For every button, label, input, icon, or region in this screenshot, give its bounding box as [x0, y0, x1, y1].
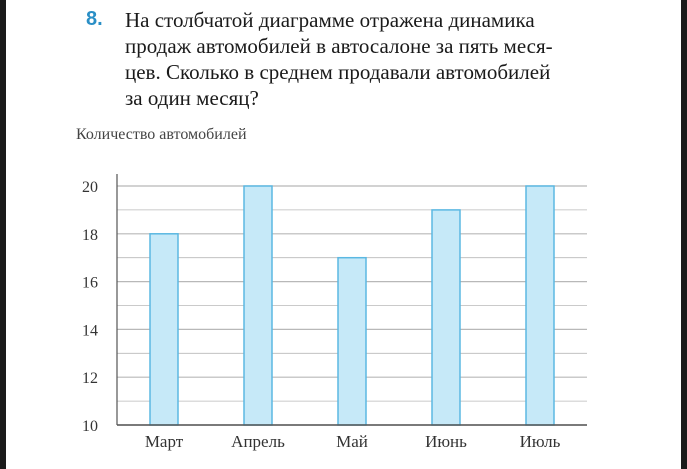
problem-text-line: продаж автомобилей в автосалоне за пять …	[125, 34, 553, 58]
bar	[337, 256, 367, 426]
y-tick-label: 14	[82, 322, 98, 339]
y-tick-label: 20	[82, 179, 98, 196]
x-category-label: Июнь	[425, 432, 467, 451]
x-category-label: Март	[145, 432, 184, 451]
problem-text-line: за один месяц?	[125, 86, 259, 110]
problem-number: 8.	[86, 8, 103, 30]
problem-text-line: цев. Сколько в среднем продавали автомоб…	[125, 60, 551, 84]
x-category-label: Июль	[520, 432, 561, 451]
y-tick-label: 12	[82, 370, 98, 387]
bar	[149, 233, 179, 426]
problem-text-line: На столбчатой диаграмме отражена динамик…	[125, 8, 535, 32]
y-tick-label: 18	[82, 227, 98, 244]
bar	[243, 185, 273, 426]
x-category-label: Май	[336, 432, 368, 451]
bar-chart: 10 12 14 16 18 20 Март Апрель Май Июнь Июль	[82, 174, 587, 451]
y-tick-label: 16	[82, 275, 98, 292]
problem-text: На столбчатой диаграмме отражена динамик…	[125, 7, 625, 111]
bar	[431, 209, 461, 426]
textbook-page: 8. На столбчатой диаграмме отражена дина…	[6, 0, 681, 469]
bar	[525, 185, 555, 426]
x-category-label: Апрель	[231, 432, 285, 451]
y-tick-label: 10	[82, 418, 98, 435]
y-axis-label: Количество автомобилей	[76, 126, 247, 143]
